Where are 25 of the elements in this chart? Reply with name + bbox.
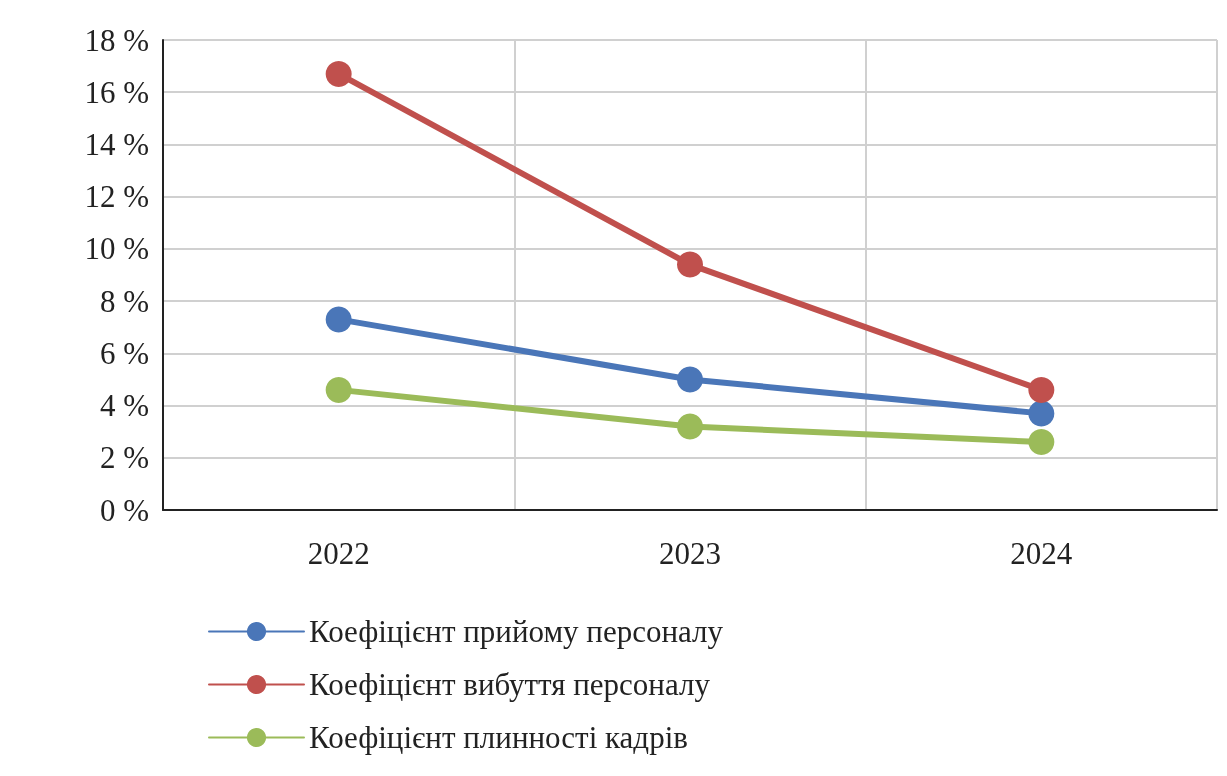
point [325,60,352,87]
x-tick-label: 2022 [307,536,370,571]
point [1028,376,1055,403]
y-tick-label: 4 % [99,388,149,424]
legend-label: Коефіцієнт прийому персоналу [309,614,724,649]
y-tick-label: 6 % [99,335,149,371]
x-tick-label: 2023 [659,536,721,571]
x-tick-label: 2024 [1010,536,1073,571]
y-tick-label: 18 % [84,22,149,58]
point [1028,400,1055,427]
y-tick-label: 14 % [84,126,149,162]
y-tick-label: 10 % [84,231,149,267]
point [325,376,352,403]
y-tick-label: 16 % [84,74,149,110]
y-tick-label: 12 % [84,179,149,215]
point [677,251,703,278]
legend-label: Коефіцієнт плинності кадрів [309,720,688,755]
point [1028,429,1055,456]
y-tick-label: 2 % [99,440,149,476]
y-tick-label: 0 % [99,492,149,528]
y-tick-label: 8 % [99,283,149,319]
legend-label: Коефіцієнт вибуття персоналу [309,667,711,702]
point [677,413,703,440]
point [677,366,703,393]
point [325,306,352,333]
